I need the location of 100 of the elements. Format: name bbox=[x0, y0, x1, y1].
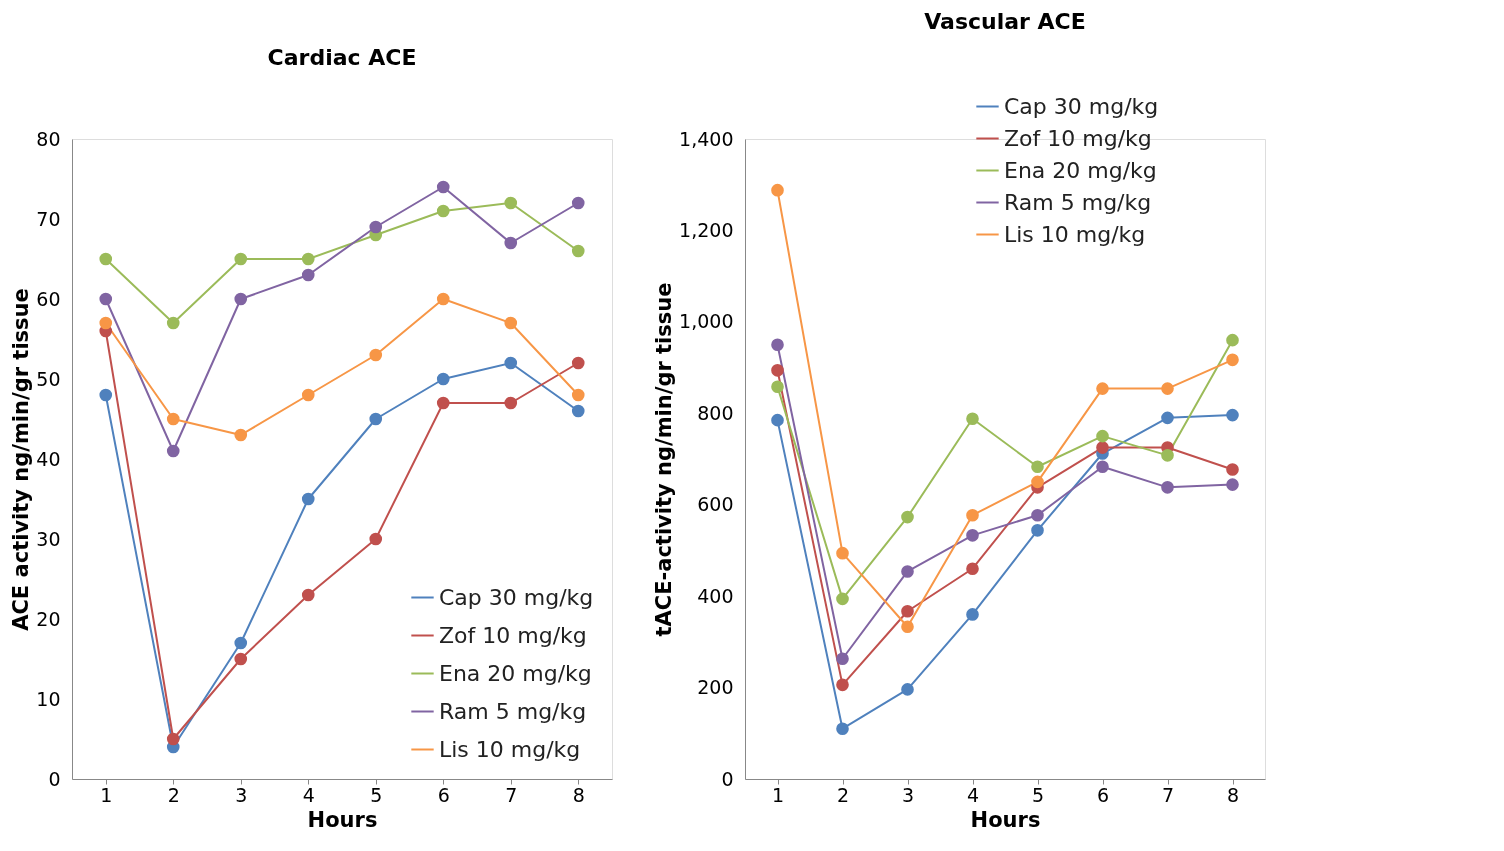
y-tick-label: 800 bbox=[697, 401, 734, 424]
point bbox=[301, 588, 315, 602]
x-tick-label: 1 bbox=[771, 783, 785, 806]
point bbox=[836, 652, 849, 666]
x-tick-label: 4 bbox=[966, 783, 980, 806]
y-tick-label: 10 bbox=[36, 687, 61, 710]
legend-label: Ena 20 mg/kg bbox=[439, 660, 592, 686]
point bbox=[1096, 382, 1109, 395]
y-tick-label: 80 bbox=[36, 127, 61, 150]
point bbox=[234, 636, 248, 650]
point bbox=[166, 412, 180, 426]
point bbox=[571, 244, 585, 258]
x-tick-label: 3 bbox=[901, 783, 915, 806]
point bbox=[369, 532, 383, 546]
point bbox=[234, 428, 248, 442]
point bbox=[1226, 463, 1239, 476]
point bbox=[436, 396, 450, 410]
point bbox=[901, 683, 914, 696]
point bbox=[1096, 441, 1109, 454]
point bbox=[234, 652, 248, 666]
point bbox=[836, 546, 849, 560]
x-axis-title: Hours bbox=[970, 807, 1041, 832]
point bbox=[1096, 460, 1109, 474]
y-tick-label: 200 bbox=[697, 676, 734, 699]
point bbox=[436, 204, 450, 218]
y-tick-label: 20 bbox=[36, 607, 61, 630]
point bbox=[771, 413, 784, 427]
y-axis-title: ACE activity ng/min/gr tissue bbox=[9, 288, 34, 631]
point bbox=[1031, 508, 1044, 522]
x-tick-label: 8 bbox=[1226, 783, 1240, 806]
x-tick-label: 3 bbox=[235, 783, 248, 806]
point bbox=[504, 356, 518, 370]
point bbox=[504, 396, 518, 410]
point bbox=[504, 236, 518, 250]
y-tick-label: 0 bbox=[721, 767, 734, 790]
point bbox=[901, 604, 914, 618]
point bbox=[966, 412, 979, 426]
point bbox=[571, 196, 585, 210]
point bbox=[1031, 524, 1044, 537]
point bbox=[966, 608, 979, 621]
legend-label: Zof 10 mg/kg bbox=[439, 622, 587, 648]
y-tick-label: 40 bbox=[36, 447, 61, 470]
point bbox=[369, 348, 383, 362]
chart-title: Cardiac ACE bbox=[267, 45, 417, 70]
point bbox=[166, 444, 180, 458]
point bbox=[1226, 478, 1239, 491]
point bbox=[301, 252, 315, 266]
point bbox=[836, 722, 849, 736]
x-tick-label: 2 bbox=[167, 783, 180, 806]
x-axis-title: Hours bbox=[307, 807, 378, 832]
point bbox=[166, 732, 180, 746]
point bbox=[571, 388, 585, 402]
point bbox=[301, 268, 315, 282]
legend-label: Ram 5 mg/kg bbox=[1004, 189, 1152, 215]
point bbox=[771, 183, 784, 197]
legend-label: Lis 10 mg/kg bbox=[1004, 221, 1146, 247]
chart-title: Vascular ACE bbox=[924, 9, 1086, 34]
point bbox=[436, 292, 450, 306]
y-tick-label: 0 bbox=[48, 767, 61, 790]
x-tick-label: 4 bbox=[302, 783, 315, 806]
point bbox=[1161, 481, 1174, 494]
x-tick-label: 8 bbox=[572, 783, 585, 806]
point bbox=[836, 592, 849, 606]
y-tick-label: 1,200 bbox=[679, 218, 734, 241]
y-tick-label: 1,000 bbox=[679, 310, 734, 333]
point bbox=[571, 356, 585, 370]
point bbox=[99, 252, 113, 266]
point bbox=[301, 388, 315, 402]
point bbox=[771, 380, 784, 394]
point bbox=[234, 292, 248, 306]
legend-label: Ena 20 mg/kg bbox=[1004, 157, 1157, 183]
legend-label: Zof 10 mg/kg bbox=[1004, 125, 1152, 151]
point bbox=[771, 364, 784, 377]
y-tick-label: 70 bbox=[36, 207, 61, 230]
point bbox=[1096, 429, 1109, 443]
point bbox=[234, 252, 248, 266]
x-tick-label: 6 bbox=[1096, 783, 1110, 806]
point bbox=[1226, 353, 1239, 367]
y-tick-label: 1,400 bbox=[679, 127, 734, 150]
point bbox=[901, 510, 914, 524]
x-tick-label: 6 bbox=[437, 783, 450, 806]
point bbox=[504, 196, 518, 210]
point bbox=[1226, 408, 1239, 422]
point bbox=[901, 565, 914, 578]
y-tick-label: 600 bbox=[697, 493, 734, 516]
point bbox=[966, 508, 979, 522]
y-tick-label: 60 bbox=[36, 287, 61, 310]
point bbox=[1161, 382, 1174, 395]
point bbox=[571, 404, 585, 418]
point bbox=[301, 492, 315, 506]
point bbox=[369, 412, 383, 426]
x-tick-label: 5 bbox=[370, 783, 383, 806]
y-tick-label: 50 bbox=[36, 367, 61, 390]
x-tick-label: 5 bbox=[1031, 783, 1045, 806]
point bbox=[771, 338, 784, 352]
point bbox=[99, 316, 113, 330]
point bbox=[166, 316, 180, 330]
point bbox=[436, 372, 450, 386]
legend-label: Cap 30 mg/kg bbox=[1004, 93, 1159, 119]
y-axis-title: tACE-activity ng/min/gr tissue bbox=[652, 282, 677, 637]
